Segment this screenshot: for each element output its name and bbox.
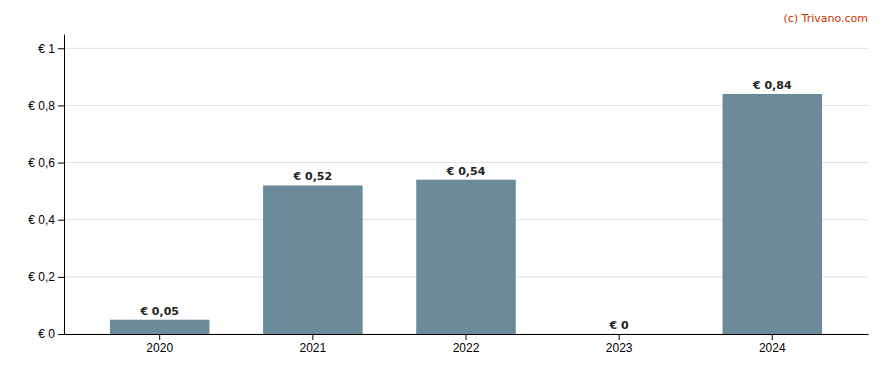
bars [110, 94, 822, 334]
y-tick: € 0,6 [28, 156, 64, 170]
x-tick-label: 2020 [146, 341, 173, 355]
y-tick-mark [58, 48, 64, 49]
x-axis: 2020 2021 2022 2023 2024 [65, 334, 869, 355]
y-tick-label: € 0,2 [28, 270, 55, 284]
y-tick-label: € 0,8 [28, 99, 55, 113]
watermark: (c) Trivano.com [783, 12, 868, 25]
data-label: € 0,52 [293, 170, 333, 183]
grid [64, 48, 868, 334]
plot: € 0€ 0,2€ 0,4€ 0,6€ 0,8€ 120202021202220… [28, 35, 868, 355]
chart: € 0€ 0,2€ 0,4€ 0,6€ 0,8€ 120202021202220… [0, 0, 888, 370]
y-tick-label: € 0,6 [28, 156, 55, 170]
x-tick: 2020 [146, 334, 173, 355]
y-tick: € 1 [38, 42, 64, 56]
x-tick-mark [619, 334, 620, 340]
x-tick: 2021 [300, 334, 327, 355]
data-labels: € 0,05 € 0,52 € 0,54 € 0 € 0,84 [139, 79, 792, 332]
x-tick: 2024 [759, 334, 786, 355]
data-label: € 0,05 [139, 305, 179, 318]
y-tick: € 0,2 [28, 270, 64, 284]
bar [110, 320, 210, 334]
data-label: € 0 [609, 319, 629, 332]
x-tick-mark [466, 334, 467, 340]
y-tick: € 0,8 [28, 99, 64, 113]
bar [723, 94, 823, 334]
data-label: € 0,84 [752, 79, 792, 92]
x-tick-mark [312, 334, 313, 340]
bar [263, 185, 363, 334]
x-tick-label: 2021 [300, 341, 327, 355]
x-tick-label: 2023 [606, 341, 633, 355]
y-tick: € 0 [38, 327, 64, 341]
x-tick-label: 2022 [453, 341, 480, 355]
y-tick-mark [58, 220, 64, 221]
y-axis: € 0 € 0,2 € 0,4 € 0,6 € 0,8 € 1 [28, 35, 64, 342]
x-tick: 2023 [606, 334, 633, 355]
x-tick-mark [772, 334, 773, 340]
x-tick: 2022 [453, 334, 480, 355]
grid-line [64, 48, 868, 49]
y-tick-mark [58, 105, 64, 106]
bar [416, 180, 516, 334]
y-tick-label: € 0,4 [28, 213, 55, 227]
x-tick-label: 2024 [759, 341, 786, 355]
x-tick-mark [159, 334, 160, 340]
data-label: € 0,54 [446, 165, 486, 178]
y-tick-mark [58, 277, 64, 278]
y-tick-label: € 0 [38, 327, 55, 341]
y-tick-label: € 1 [38, 42, 55, 56]
y-axis-line [64, 35, 65, 335]
y-tick-mark [58, 334, 64, 335]
y-tick-mark [58, 163, 64, 164]
bar [569, 334, 669, 335]
y-tick: € 0,4 [28, 213, 64, 227]
